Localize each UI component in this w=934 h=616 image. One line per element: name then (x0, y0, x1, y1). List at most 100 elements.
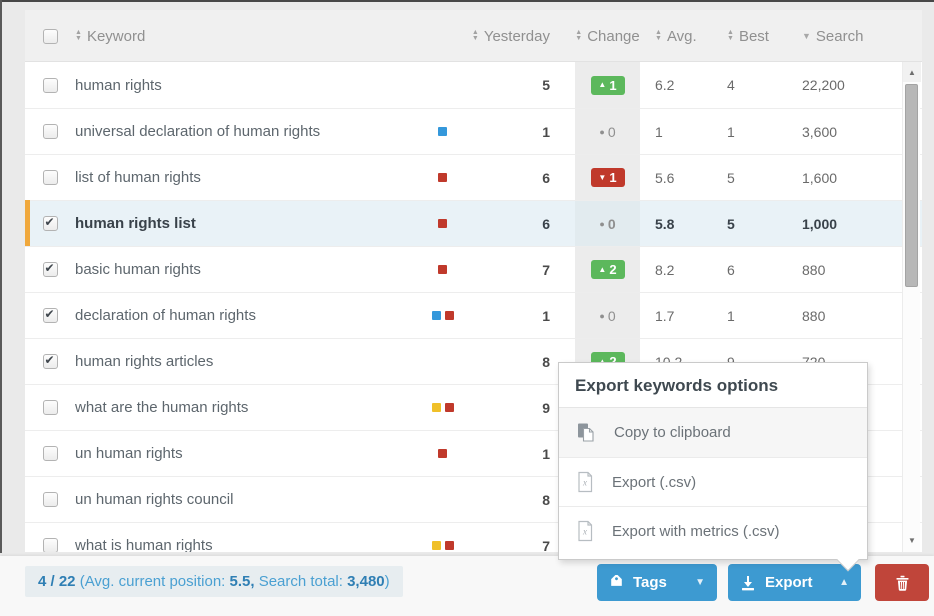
popup-item[interactable]: x Export with metrics (.csv) (559, 506, 867, 555)
select-all-checkbox[interactable] (42, 28, 58, 44)
change-value: 0 (607, 215, 616, 232)
trash-icon (896, 575, 908, 591)
best-value: 9 (727, 354, 802, 370)
column-header-avg[interactable]: ▲ ▼ Avg. (655, 28, 727, 45)
export-button[interactable]: Export ▲ (728, 564, 861, 601)
tag-squares (420, 449, 465, 458)
table-row[interactable]: list of human rights 6 ▼ 1 5.6 5 1,600 (25, 154, 922, 200)
column-header-keyword[interactable]: ▲ ▼ Keyword (75, 28, 420, 45)
change-cell: ● 0 (575, 293, 640, 338)
row-checkbox-cell (25, 261, 75, 277)
avg-value: 5.6 (655, 169, 675, 186)
tag-squares (420, 173, 465, 182)
column-header-yesterday[interactable]: ▲ ▼ Yesterday (465, 28, 550, 45)
row-checkbox[interactable] (42, 353, 58, 369)
popup-items: Copy to clipboard x Export (.csv) x Export w… (559, 408, 867, 555)
best-value: 6 (727, 261, 735, 278)
tag-square-blue (438, 127, 447, 136)
avg-value: 5.8 (655, 215, 675, 232)
status-segment: ) (384, 573, 390, 590)
row-checkbox-cell (25, 124, 75, 139)
row-checkbox[interactable] (42, 446, 58, 461)
status-segment: (Avg. current position: (75, 573, 230, 590)
select-all-checkbox-cell (25, 28, 75, 44)
tags-button[interactable]: Tags ▼ (597, 564, 717, 601)
change-value: 0 (607, 307, 616, 324)
row-checkbox-cell (25, 538, 75, 552)
popup-item-label: Export with metrics (.csv) (612, 522, 780, 540)
row-checkbox[interactable] (42, 307, 58, 323)
column-header-best[interactable]: ▲ ▼ Best (727, 28, 802, 45)
table-header: ▲ ▼ Keyword ▲ ▼ Yesterday ▲ ▼ Change ▲ ▼ Avg… (25, 10, 922, 62)
keyword-label: un human rights council (75, 491, 234, 508)
sort-icon: ▲ ▼ (471, 29, 479, 42)
table-row[interactable]: human rights list 6 ● 0 5.8 5 1,000 (25, 200, 922, 246)
column-header-change[interactable]: ▲ ▼ Change (575, 28, 640, 45)
best-value: 1 (727, 123, 735, 140)
best-value: 1 (727, 307, 735, 324)
table-row[interactable]: basic human rights 7 ▲ 2 8.2 6 880 (25, 246, 922, 292)
popup-item[interactable]: Copy to clipboard (559, 408, 867, 457)
download-icon (742, 575, 754, 590)
row-checkbox[interactable] (42, 538, 58, 552)
search-value: 1,000 (802, 215, 838, 232)
row-checkbox[interactable] (42, 215, 58, 231)
tag-squares (420, 127, 465, 136)
search-value: 880 (802, 261, 826, 278)
row-checkbox[interactable] (42, 400, 58, 415)
tag-squares (420, 265, 465, 274)
export-options-popup: Export keywords options Copy to clipboar… (558, 362, 868, 560)
change-value: 1 (609, 77, 617, 93)
chevron-down-icon: ▼ (695, 577, 705, 588)
row-checkbox-cell (25, 77, 75, 93)
sort-icon: ▲ ▼ (727, 29, 734, 42)
change-value: 0 (607, 123, 616, 140)
popup-item[interactable]: x Export (.csv) (559, 457, 867, 506)
column-label: Best (738, 27, 769, 45)
search-value: 3,600 (802, 123, 838, 140)
popup-item-label: Export (.csv) (612, 473, 697, 491)
row-checkbox[interactable] (42, 77, 58, 93)
keyword-label: human rights list (75, 215, 196, 232)
row-checkbox[interactable] (42, 124, 58, 139)
yesterday-value: 6 (542, 215, 550, 232)
change-cell: ▲2 (575, 247, 640, 292)
dot-icon: ● (599, 218, 605, 229)
row-checkbox[interactable] (42, 170, 58, 185)
yesterday-value: 8 (542, 491, 550, 508)
arrow-up-icon: ▲ (598, 80, 607, 89)
dot-icon: ● (599, 310, 605, 321)
row-checkbox[interactable] (42, 261, 58, 277)
change-zero: ● 0 (599, 216, 615, 232)
sort-icon: ▲ ▼ (655, 29, 662, 42)
keyword-label: declaration of human rights (75, 307, 256, 324)
status-segment: Search total: (254, 573, 348, 590)
export-button-label: Export (765, 574, 813, 591)
vertical-scrollbar[interactable]: ▲ ▼ (902, 62, 921, 552)
scroll-down-arrow-icon[interactable]: ▼ (908, 535, 916, 545)
tag-square-red (438, 173, 447, 182)
chevron-up-icon: ▲ (839, 577, 849, 588)
tags-button-label: Tags (633, 574, 667, 591)
avg-value: 8.2 (655, 261, 675, 278)
sort-descending-icon: ▼ (802, 31, 811, 41)
column-header-search[interactable]: ▼ Search (802, 28, 922, 45)
change-badge-up: ▲ 1 (590, 75, 625, 95)
tag-icon (611, 575, 622, 586)
scrollbar-thumb[interactable] (905, 84, 918, 287)
tag-square-red (438, 265, 447, 274)
scroll-up-arrow-icon[interactable]: ▲ (903, 62, 921, 82)
table-row[interactable]: human rights 5 ▲ 1 6.2 4 22,200 (25, 62, 922, 108)
delete-button[interactable] (875, 564, 929, 601)
change-cell: ▲ 1 (575, 62, 640, 108)
table-row[interactable]: universal declaration of human rights 1 ● 0… (25, 108, 922, 154)
search-value: 1,600 (802, 169, 838, 186)
svg-text:x: x (582, 478, 587, 488)
selection-status: 4 / 22 (Avg. current position: 5.5, Sear… (25, 566, 403, 597)
table-row[interactable]: declaration of human rights 1 ● 0 1.7 1 880 (25, 292, 922, 338)
row-checkbox-cell (25, 307, 75, 323)
row-checkbox[interactable] (42, 492, 58, 507)
arrow-down-icon: ▼ (598, 172, 607, 182)
window-border-top (0, 0, 934, 2)
row-checkbox-cell (25, 400, 75, 415)
